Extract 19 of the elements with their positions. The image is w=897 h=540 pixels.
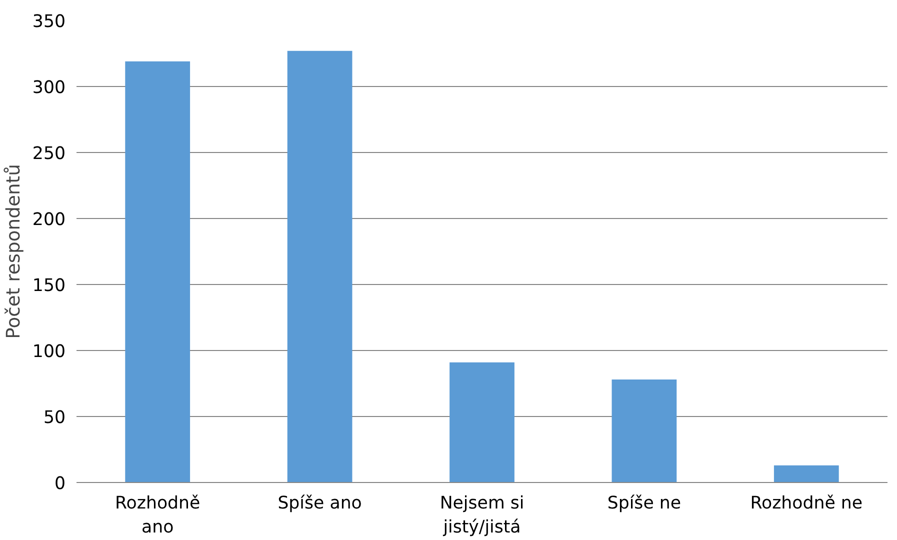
bar bbox=[125, 61, 190, 482]
bar bbox=[450, 362, 514, 482]
x-tick-label: Spíše ne bbox=[607, 494, 682, 514]
y-tick-label: 50 bbox=[43, 408, 66, 428]
bar bbox=[287, 50, 352, 482]
y-tick-label: 350 bbox=[32, 12, 66, 32]
x-tick-label: Spíše ano bbox=[278, 494, 362, 514]
y-tick-label: 250 bbox=[32, 144, 66, 164]
y-tick-label: 150 bbox=[32, 276, 66, 296]
x-tick-label: Nejsem si jistý/jistá bbox=[440, 494, 524, 538]
bar bbox=[774, 465, 839, 482]
y-tick-label: 300 bbox=[32, 78, 66, 98]
y-tick-label: 0 bbox=[54, 474, 66, 494]
x-tick-label: Rozhodně ano bbox=[115, 494, 200, 538]
y-tick-label: 100 bbox=[32, 342, 66, 362]
y-axis-title: Počet respondentů bbox=[3, 164, 24, 339]
x-tick-label: Rozhodně ne bbox=[750, 494, 863, 514]
y-tick-label: 200 bbox=[32, 210, 66, 230]
bar bbox=[612, 380, 677, 482]
